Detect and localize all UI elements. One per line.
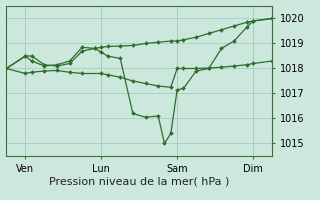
X-axis label: Pression niveau de la mer( hPa ): Pression niveau de la mer( hPa ) xyxy=(49,176,229,186)
